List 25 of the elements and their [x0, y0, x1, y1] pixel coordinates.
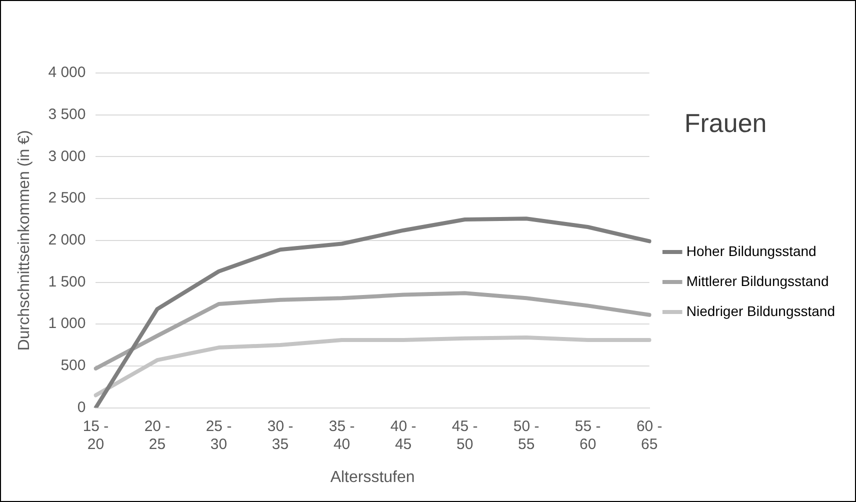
x-axis-title: Altersstufen — [330, 468, 415, 486]
x-tick-label: 60 - 65 — [636, 418, 662, 453]
text: Frauen — [684, 108, 767, 138]
legend-label: Mittlerer Bildungsstand — [686, 272, 829, 289]
y-tick-label: 3 000 — [48, 148, 86, 165]
y-tick-label: 0 — [77, 398, 86, 416]
y-tick-label: 2 000 — [48, 232, 86, 249]
x-tick-label: 35 - 40 — [328, 418, 355, 453]
y-tick-label: 500 — [60, 357, 86, 374]
y-tick-label: 1 500 — [48, 273, 86, 290]
y-tick-label: 3 500 — [48, 106, 86, 123]
y-tick-label: 4 000 — [48, 64, 86, 82]
y-tick-label: 1 000 — [48, 315, 86, 332]
x-tick-label: 40 - 45 — [390, 418, 416, 453]
legend-label: Hoher Bildungsstand — [686, 242, 816, 259]
x-tick-label: 15 - 20 — [82, 418, 109, 453]
x-tick-label: 45 - 50 — [452, 418, 478, 453]
x-tick-label: 55 - 60 — [574, 418, 601, 453]
y-axis-title: Durchschnittseinkommen (in €) — [16, 130, 34, 351]
x-tick-label: 50 - 55 — [513, 418, 540, 453]
x-tick-label: 30 - 35 — [267, 418, 294, 453]
y-tick-label: 2 500 — [48, 190, 86, 207]
x-tick-label: 20 - 25 — [144, 418, 170, 453]
x-tick-label: 25 - 30 — [206, 418, 232, 453]
legend-label: Niedriger Bildungsstand — [686, 302, 835, 319]
